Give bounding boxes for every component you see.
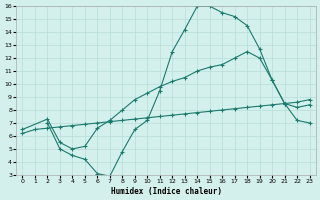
X-axis label: Humidex (Indice chaleur): Humidex (Indice chaleur) <box>110 187 221 196</box>
